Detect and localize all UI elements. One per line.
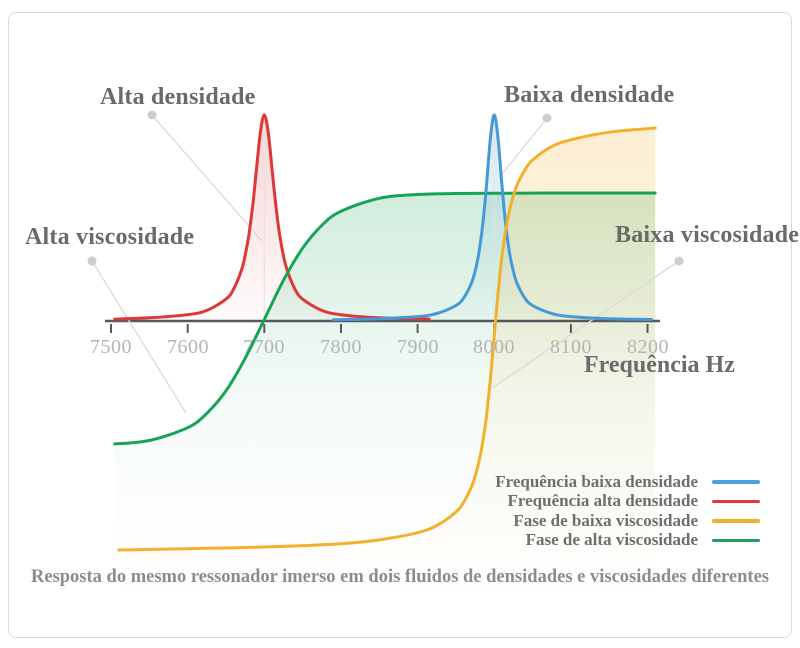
x-tick-8100: 8100 [550, 336, 592, 358]
label-alta-densidade: Alta densidade [100, 84, 256, 110]
x-axis-ticks [110, 324, 649, 333]
dot-alta-viscosidade [87, 256, 97, 266]
legend-label: Frequência baixa densidade [495, 471, 698, 491]
legend: Frequência baixa densidade Frequência al… [495, 471, 760, 550]
legend-swatch-red [712, 499, 760, 503]
leader-alta-densidade [151, 114, 263, 242]
legend-swatch-yellow [712, 519, 760, 523]
curve-freq-alta-densidade [113, 113, 431, 321]
curve-fase-alta-viscosidade [113, 191, 657, 446]
legend-label: Frequência alta densidade [507, 491, 698, 511]
leader-baixa-densidade [498, 117, 548, 179]
dot-alta-densidade [147, 110, 157, 120]
dot-baixa-viscosidade [674, 256, 684, 266]
label-baixa-densidade: Baixa densidade [504, 82, 675, 108]
x-tick-8000: 8000 [473, 336, 515, 358]
x-axis [105, 319, 660, 333]
curve-freq-baixa-densidade [331, 113, 653, 322]
leader-baixa-viscosidade [491, 260, 680, 389]
area-fase-baixa-viscosidade [118, 128, 656, 604]
label-baixa-viscosidade: Baixa viscosidade [615, 222, 800, 248]
chart-caption: Resposta do mesmo ressonador imerso em d… [31, 567, 769, 587]
peak-guide-lines [263, 124, 495, 319]
legend-item-freq-baixa-densidade: Frequência baixa densidade [495, 471, 760, 491]
annotation-dots [87, 110, 684, 266]
x-tick-7900: 7900 [397, 336, 439, 358]
x-tick-7600: 7600 [167, 336, 209, 358]
curve-strokes [113, 113, 657, 552]
legend-label: Fase de baixa viscosidade [513, 510, 698, 530]
legend-item-fase-alta-viscosidade: Fase de alta viscosidade [495, 530, 760, 550]
legend-swatch-green [712, 538, 760, 542]
area-freq-baixa-densidade [333, 115, 652, 321]
label-alta-viscosidade: Alta viscosidade [25, 224, 195, 250]
curve-area-fills [114, 115, 656, 604]
legend-item-fase-baixa-viscosidade: Fase de baixa viscosidade [495, 510, 760, 530]
legend-swatch-blue [712, 480, 760, 484]
x-tick-7800: 7800 [320, 336, 362, 358]
x-tick-7500: 7500 [90, 336, 132, 358]
legend-item-freq-alta-densidade: Frequência alta densidade [495, 491, 760, 511]
x-tick-7700: 7700 [243, 336, 285, 358]
curve-fase-baixa-viscosidade [117, 126, 657, 552]
dot-baixa-densidade [542, 113, 552, 123]
area-freq-alta-densidade [114, 115, 430, 321]
x-tick-8200: 8200 [627, 336, 669, 358]
x-axis-title: Frequência Hz [584, 352, 735, 378]
leader-alta-viscosidade [91, 260, 187, 414]
annotation-leaders [91, 114, 680, 414]
legend-label: Fase de alta viscosidade [525, 530, 698, 550]
